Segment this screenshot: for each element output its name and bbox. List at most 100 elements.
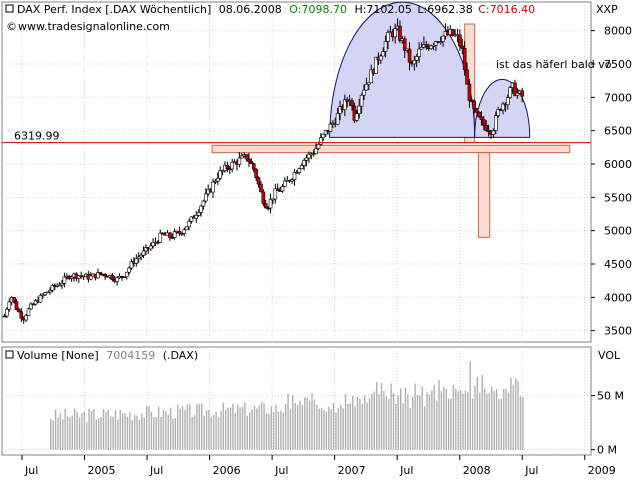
candle-body xyxy=(491,130,496,135)
candle-body xyxy=(290,179,294,182)
candle-body xyxy=(424,44,429,47)
candle-body xyxy=(467,83,472,101)
candle-body xyxy=(196,212,201,216)
candle-body xyxy=(419,47,424,50)
candle-body xyxy=(268,198,273,209)
candle-body xyxy=(60,283,64,286)
candle-body xyxy=(321,133,326,139)
candle-body xyxy=(230,161,234,170)
volume-value: 7004159 xyxy=(106,349,155,362)
candle-body xyxy=(513,82,517,96)
candle-body xyxy=(271,198,275,201)
price-unit-label: XXP xyxy=(596,3,618,16)
candle-body xyxy=(148,245,153,250)
candle-body xyxy=(297,168,302,173)
candle-body xyxy=(438,41,443,43)
candle-body xyxy=(256,177,261,185)
candle-body xyxy=(261,191,266,204)
candle-body xyxy=(364,83,369,91)
candle-body xyxy=(12,297,16,302)
candle-body xyxy=(311,153,316,155)
candle-body xyxy=(141,250,146,256)
candle-body xyxy=(417,48,421,57)
candle-body xyxy=(201,200,206,207)
candle-body xyxy=(115,277,119,282)
candle-body xyxy=(292,171,297,181)
candle-body xyxy=(474,108,479,113)
candle-body xyxy=(88,275,93,280)
low-value: L:6962.38 xyxy=(417,3,472,16)
candle-body xyxy=(429,45,433,49)
candle-body xyxy=(139,255,143,258)
candle-body xyxy=(247,158,251,162)
date-tick-label: Jul xyxy=(274,464,288,477)
volume-tick-label: 0 M xyxy=(597,444,617,457)
candle-body xyxy=(7,301,12,310)
candle-body xyxy=(472,100,477,109)
horizontal-level-label: 6319.99 xyxy=(14,130,60,143)
candle-body xyxy=(182,229,187,234)
candle-body xyxy=(38,295,43,303)
candle-body xyxy=(412,60,417,65)
candle-body xyxy=(520,90,524,97)
candle-body xyxy=(359,94,364,107)
candle-body xyxy=(151,242,155,247)
candle-body xyxy=(127,267,131,273)
candle-body xyxy=(434,41,438,46)
date-tick-label: Jul xyxy=(524,464,538,477)
candle-body xyxy=(314,148,318,154)
candle-body xyxy=(374,56,378,74)
candle-body xyxy=(484,125,489,131)
candle-body xyxy=(134,258,139,264)
candle-body xyxy=(462,48,467,71)
volume-title: Volume [None] xyxy=(17,349,99,362)
candle-body xyxy=(96,272,100,279)
candle-body xyxy=(479,116,484,120)
candle-body xyxy=(366,82,371,85)
candle-body xyxy=(5,308,9,317)
annotation-text: ist das häferl bald vo xyxy=(496,58,612,71)
candle-body xyxy=(136,256,141,259)
candle-body xyxy=(414,56,419,61)
candle-body xyxy=(254,169,258,179)
svg-text:Volume [None] 7004159: Volume [None] 7004159 (.DAX) xyxy=(17,349,198,362)
candle-body xyxy=(172,231,177,238)
candle-body xyxy=(263,203,268,209)
highlight-rectangle xyxy=(211,144,571,154)
candle-body xyxy=(335,113,340,125)
price-tick-label: 6000 xyxy=(604,158,632,171)
candle-body xyxy=(69,276,74,279)
candle-body xyxy=(225,164,230,169)
date-tick-label: 2008 xyxy=(463,464,491,477)
date-tick-label: Jul xyxy=(399,464,413,477)
candle-body xyxy=(381,51,385,57)
candle-body xyxy=(204,193,208,202)
candle-body xyxy=(129,261,134,269)
candle-body xyxy=(158,232,163,243)
candle-body xyxy=(199,205,203,213)
date-tick-label: Jul xyxy=(24,464,38,477)
open-value: O:7098.70 xyxy=(289,3,347,16)
candle-body xyxy=(496,109,501,116)
candle-body xyxy=(216,177,220,182)
highlight-rectangle xyxy=(477,152,491,238)
candle-body xyxy=(194,215,199,219)
candle-body xyxy=(343,99,347,110)
candle-body xyxy=(378,55,383,61)
candle-body xyxy=(398,25,402,41)
candle-body xyxy=(338,106,342,114)
candle-body xyxy=(477,111,481,118)
candle-body xyxy=(299,165,304,169)
candle-body xyxy=(501,103,505,111)
candle-body xyxy=(213,180,218,183)
high-value: H:7102.05 xyxy=(354,3,411,16)
candle-body xyxy=(103,274,107,277)
candle-body xyxy=(386,31,390,42)
candle-body xyxy=(50,284,55,291)
price-grid xyxy=(2,2,591,342)
candle-body xyxy=(251,163,256,170)
volume-tick-label: 50 M xyxy=(597,390,624,403)
date-axis: Jul 2005 Jul 2006 Jul 2007 Jul 2008 Jul 2009 xyxy=(21,455,616,477)
candle-body xyxy=(460,45,465,49)
candle-body xyxy=(482,119,486,126)
